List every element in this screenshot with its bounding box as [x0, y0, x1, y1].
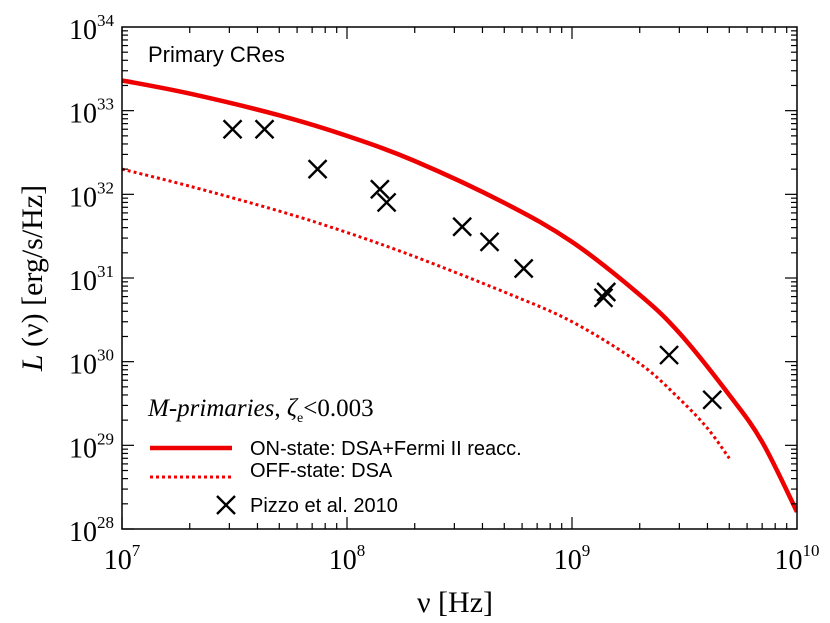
axis-tick-labels: 107 108 109 1010 1028 1029 1030 1031 1032 1033 103… [69, 11, 820, 576]
pizzo-data-point-1 [254, 119, 275, 140]
pizzo-data-point-7 [513, 258, 534, 279]
x-tick-label-1: 108 [329, 541, 366, 576]
y-tick-label-1: 1029 [69, 429, 114, 464]
axis-ticks [121, 27, 797, 530]
pizzo-data-point-8 [593, 287, 614, 308]
pizzo-data-point-0 [222, 119, 243, 140]
x-tick-label-2: 109 [554, 541, 591, 576]
pizzo-data-point-2 [307, 159, 328, 179]
y-axis-title-rest: (ν) [erg/s/Hz] [16, 185, 49, 355]
y-tick-label-5: 1033 [69, 95, 114, 130]
pizzo-data-point-10 [659, 345, 679, 365]
y-tick-label-2: 1030 [69, 346, 114, 381]
x-tick-label-3: 1010 [775, 541, 820, 576]
legend-heading-italic: M-primaries [147, 395, 274, 422]
y-axis-title-symbol: L [16, 354, 49, 372]
y-tick-label-3: 1031 [69, 262, 114, 297]
data-points-layer [222, 119, 723, 410]
pizzo-data-point-9 [596, 282, 617, 302]
legend-heading-sub: e [297, 411, 303, 426]
legend-label-on-state: ON-state: DSA+Fermi II reacc. [250, 438, 522, 460]
legend-label-pizzo: Pizzo et al. 2010 [250, 495, 398, 517]
legend-heading: M-primaries, ζe<0.003 [147, 395, 374, 426]
legend: M-primaries, ζe<0.003 ON-state: DSA+Ferm… [147, 395, 522, 517]
y-tick-label-0: 1028 [69, 513, 114, 548]
y-tick-label-6: 1034 [69, 11, 115, 46]
legend-heading-rest: <0.003 [303, 395, 373, 422]
legend-heading-sep: , [274, 395, 287, 422]
legend-label-off-state: OFF-state: DSA [250, 460, 393, 482]
off-state-curve [122, 167, 731, 460]
legend-swatch-pizzo [216, 495, 236, 515]
chart-annotation: Primary CRes [148, 42, 285, 67]
y-tick-label-4: 1032 [69, 178, 114, 213]
x-tick-label-0: 107 [104, 541, 141, 576]
pizzo-data-point-4 [376, 192, 397, 213]
series-layer [122, 78, 797, 513]
legend-heading-symbol: ζ [287, 395, 299, 422]
y-axis-title: L (ν) [erg/s/Hz] [16, 185, 49, 372]
pizzo-data-point-3 [370, 179, 390, 200]
on-state-curve [122, 78, 797, 513]
pizzo-data-point-11 [702, 389, 723, 410]
pizzo-data-point-6 [479, 232, 500, 252]
x-axis-title: ν [Hz] [417, 586, 493, 619]
pizzo-data-point-5 [452, 216, 473, 237]
